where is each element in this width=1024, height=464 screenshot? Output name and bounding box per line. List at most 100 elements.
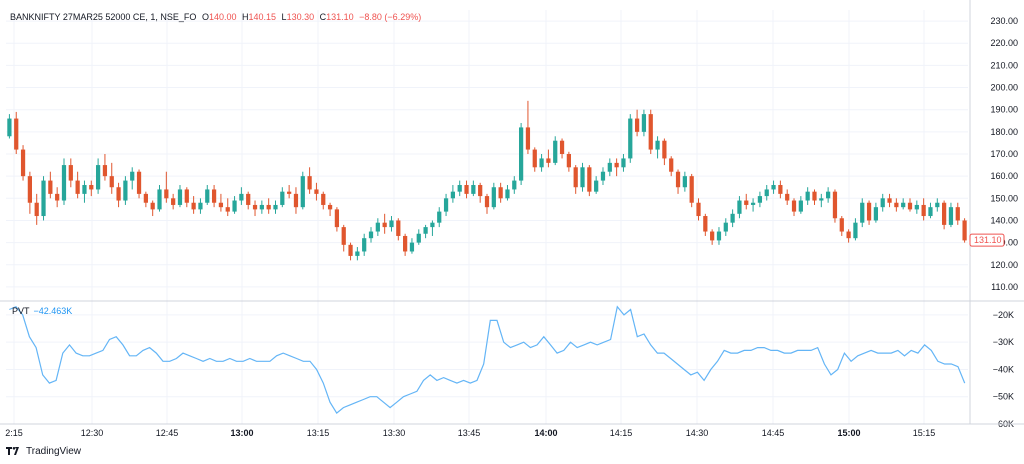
candle-body xyxy=(785,193,790,201)
candle-body xyxy=(321,193,326,205)
candle-body xyxy=(505,189,510,199)
indicator-name: PVT xyxy=(12,306,30,316)
candle-body xyxy=(498,187,503,199)
time-tick-label: 13:45 xyxy=(458,428,481,438)
candle-body xyxy=(211,189,217,203)
candle-body xyxy=(914,204,919,210)
ohlc-high: H140.15 xyxy=(242,12,277,22)
candle-body xyxy=(778,185,783,194)
candle-body xyxy=(416,233,421,243)
candle-body xyxy=(116,187,121,201)
candle-body xyxy=(341,227,346,245)
candle-body xyxy=(928,207,933,217)
candle-body xyxy=(102,165,108,177)
candle-body xyxy=(901,202,906,208)
ohlc-low: L130.30 xyxy=(281,12,315,22)
candle-body xyxy=(518,127,524,181)
candle-body xyxy=(130,171,135,181)
candle-body xyxy=(962,220,967,241)
candle-body xyxy=(430,222,435,228)
ohlc-close: C131.10 xyxy=(319,12,354,22)
candle-body xyxy=(259,204,264,210)
candle-body xyxy=(171,198,176,205)
candle-body xyxy=(375,222,380,232)
candle-body xyxy=(826,191,831,199)
candle-body xyxy=(491,187,496,208)
candle-body xyxy=(812,191,817,201)
pane-frame xyxy=(0,0,1024,425)
indicator-value: −42.463K xyxy=(33,306,73,316)
symbol-label: BANKNIFTY 27MAR25 52000 CE, 1, NSE_FO xyxy=(10,12,197,22)
candle-body xyxy=(832,191,838,219)
candle-body xyxy=(403,235,408,252)
candle-body xyxy=(539,158,544,168)
candle-body xyxy=(48,180,53,194)
brand-name: TradingView xyxy=(26,446,82,457)
pvt-axis: −20K−30K−40K−50K−60K xyxy=(993,310,1014,429)
candle-body xyxy=(437,211,442,223)
candle-body xyxy=(689,176,694,203)
candle-body xyxy=(423,227,428,234)
change-label: −8.80 (−6.29%) xyxy=(359,12,422,22)
candle-body xyxy=(887,198,892,203)
candle-body xyxy=(744,200,749,205)
time-tick-label: 12:30 xyxy=(81,428,104,438)
candle-body xyxy=(450,191,456,199)
candle-body xyxy=(55,193,60,201)
price-tick-label: 190.00 xyxy=(990,105,1018,115)
candle-body xyxy=(512,180,517,190)
candle-body xyxy=(109,176,114,188)
time-tick-label: 14:15 xyxy=(610,428,633,438)
candle-body xyxy=(123,180,128,201)
candle-body xyxy=(280,191,285,205)
time-tick-label: 13:15 xyxy=(307,428,330,438)
price-tick-label: 210.00 xyxy=(990,60,1018,70)
indicator-legend[interactable]: PVT −42.463K xyxy=(12,306,72,316)
candle-body xyxy=(293,193,299,208)
candle-body xyxy=(553,140,558,163)
last-price-label: 131.10 xyxy=(974,235,1002,245)
candle-body xyxy=(396,220,401,236)
candle-body xyxy=(218,202,224,208)
candle-body xyxy=(723,222,728,232)
candle-body xyxy=(143,193,148,203)
candle-body xyxy=(150,202,155,210)
candle-body xyxy=(327,204,333,210)
candle-body xyxy=(819,198,824,201)
candle-body xyxy=(61,165,67,201)
candle-body xyxy=(894,202,899,208)
price-tick-label: 110.00 xyxy=(991,282,1018,292)
candle-body xyxy=(771,185,776,190)
candle-body xyxy=(587,167,592,192)
pvt-tick-label: −40K xyxy=(993,364,1014,374)
candle-body xyxy=(232,200,237,212)
candle-body xyxy=(805,191,810,201)
candle-body xyxy=(559,140,565,154)
candle-body xyxy=(648,114,653,150)
candle-body xyxy=(191,202,196,210)
candle-body xyxy=(614,162,619,168)
candle-body xyxy=(239,193,244,201)
candle-body xyxy=(409,242,415,252)
candle-body xyxy=(655,140,660,150)
candle-body xyxy=(853,222,858,239)
candle-body xyxy=(675,171,681,188)
candle-body xyxy=(136,171,142,194)
candle-body xyxy=(177,189,183,205)
time-tick-label: 14:30 xyxy=(686,428,709,438)
tradingview-logo[interactable]: TradingView xyxy=(6,446,81,457)
candle-body xyxy=(730,213,735,223)
candle-body xyxy=(525,127,531,150)
price-axis: 230.00 220.00 210.00 200.00 190.00 180.00 170.… xyxy=(990,16,1018,292)
candle-body xyxy=(348,244,353,256)
time-tick-label: 13:30 xyxy=(383,428,406,438)
candle-body xyxy=(68,165,73,181)
candle-body xyxy=(443,198,449,212)
candle-body xyxy=(669,158,674,172)
candle-body xyxy=(942,202,947,225)
candle-body xyxy=(880,198,885,208)
candle-body xyxy=(157,189,162,210)
candle-body xyxy=(205,189,210,203)
candle-body xyxy=(948,207,954,225)
